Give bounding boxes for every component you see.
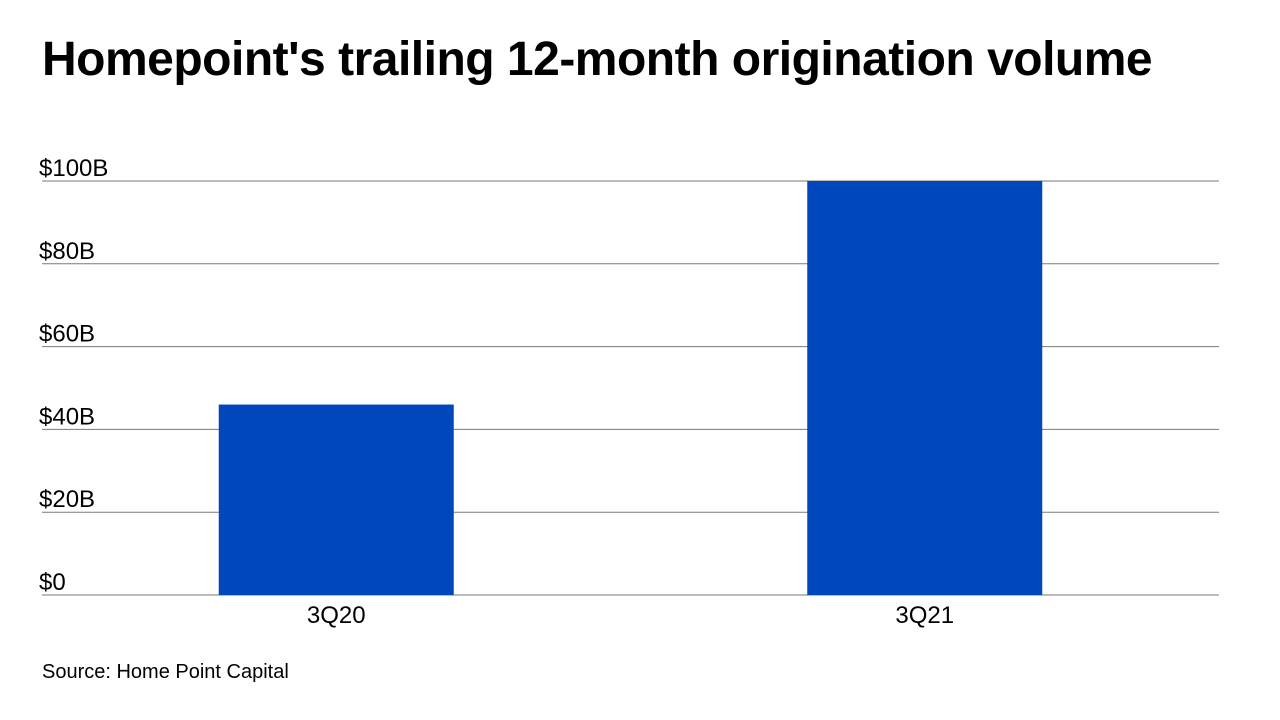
- bars: [218, 181, 1043, 595]
- chart-title: Homepoint's trailing 12-month originatio…: [42, 33, 1153, 86]
- y-tick-label: $40B: [39, 403, 95, 430]
- y-tick-label: $20B: [39, 486, 95, 513]
- source-note: Source: Home Point Capital: [42, 661, 289, 683]
- gridlines: [42, 180, 1219, 596]
- axis-labels: $0 $20B $40B $60B $80B $100B 3Q20 3Q21: [39, 155, 954, 629]
- bar-3q20: [218, 404, 454, 595]
- y-tick-label: $0: [39, 569, 66, 596]
- y-tick-label: $60B: [39, 321, 95, 348]
- y-tick-label: $100B: [39, 155, 108, 182]
- x-tick-label: 3Q20: [307, 602, 366, 629]
- x-tick-label: 3Q21: [895, 602, 954, 629]
- y-tick-label: $80B: [39, 238, 95, 265]
- bar-3q21: [807, 181, 1043, 595]
